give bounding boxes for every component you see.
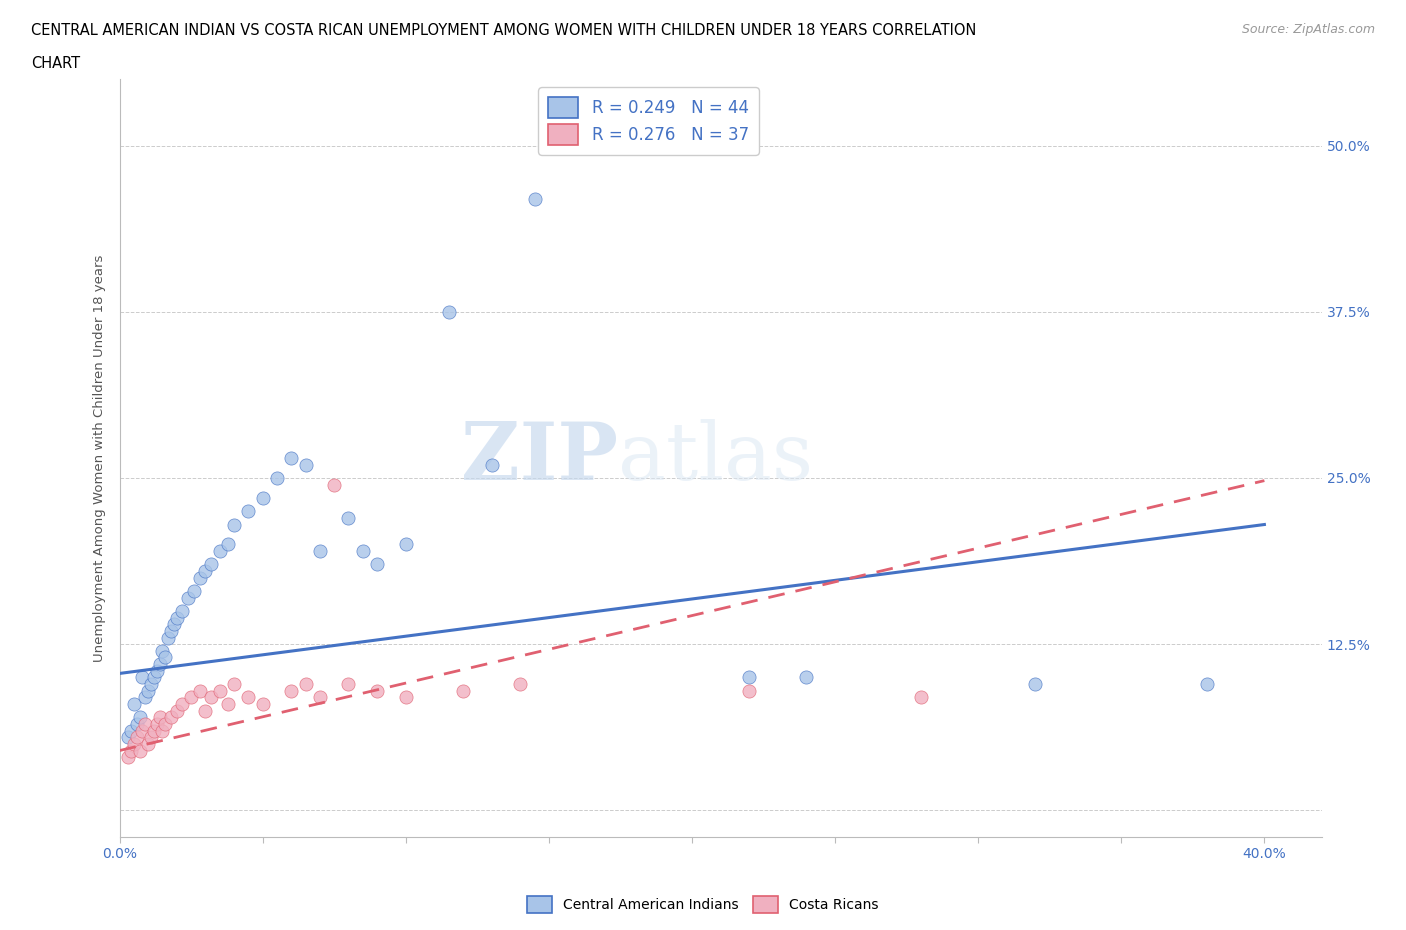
Point — [523, 192, 546, 206]
Point — [366, 684, 388, 698]
Point — [222, 677, 245, 692]
Point — [217, 537, 239, 551]
Point — [172, 604, 194, 618]
Point — [183, 583, 205, 598]
Point — [120, 724, 142, 738]
Point — [294, 677, 316, 692]
Point — [352, 544, 374, 559]
Point — [252, 697, 274, 711]
Point — [217, 697, 239, 711]
Point — [172, 697, 194, 711]
Point — [166, 703, 188, 718]
Point — [738, 684, 761, 698]
Point — [222, 517, 245, 532]
Point — [122, 737, 145, 751]
Point — [155, 716, 177, 731]
Point — [155, 650, 177, 665]
Point — [139, 677, 162, 692]
Point — [117, 750, 139, 764]
Point — [266, 471, 288, 485]
Point — [131, 670, 153, 684]
Point — [437, 304, 460, 319]
Point — [796, 670, 818, 684]
Point — [125, 716, 148, 731]
Point — [188, 684, 211, 698]
Text: atlas: atlas — [619, 419, 814, 497]
Point — [125, 730, 148, 745]
Point — [180, 690, 202, 705]
Point — [152, 644, 174, 658]
Point — [451, 684, 474, 698]
Point — [238, 504, 260, 519]
Point — [120, 743, 142, 758]
Point — [1197, 677, 1219, 692]
Point — [200, 690, 222, 705]
Point — [294, 458, 316, 472]
Legend: R = 0.249   N = 44, R = 0.276   N = 37: R = 0.249 N = 44, R = 0.276 N = 37 — [538, 87, 759, 154]
Point — [194, 703, 217, 718]
Text: CENTRAL AMERICAN INDIAN VS COSTA RICAN UNEMPLOYMENT AMONG WOMEN WITH CHILDREN UN: CENTRAL AMERICAN INDIAN VS COSTA RICAN U… — [31, 23, 976, 38]
Text: Source: ZipAtlas.com: Source: ZipAtlas.com — [1241, 23, 1375, 36]
Point — [188, 570, 211, 585]
Point — [280, 451, 302, 466]
Point — [208, 684, 231, 698]
Point — [910, 690, 932, 705]
Point — [337, 511, 360, 525]
Point — [238, 690, 260, 705]
Point — [136, 737, 159, 751]
Point — [160, 710, 183, 724]
Point — [177, 591, 200, 605]
Point — [309, 690, 332, 705]
Point — [309, 544, 332, 559]
Point — [128, 743, 150, 758]
Y-axis label: Unemployment Among Women with Children Under 18 years: Unemployment Among Women with Children U… — [93, 254, 107, 662]
Point — [481, 458, 503, 472]
Point — [252, 490, 274, 505]
Point — [134, 690, 156, 705]
Point — [145, 663, 167, 678]
Point — [1024, 677, 1046, 692]
Text: ZIP: ZIP — [461, 419, 619, 497]
Point — [163, 617, 186, 631]
Point — [208, 544, 231, 559]
Point — [200, 557, 222, 572]
Point — [134, 716, 156, 731]
Point — [142, 670, 165, 684]
Point — [366, 557, 388, 572]
Point — [323, 477, 346, 492]
Point — [157, 631, 180, 645]
Text: CHART: CHART — [31, 56, 80, 71]
Point — [117, 730, 139, 745]
Point — [160, 623, 183, 638]
Point — [738, 670, 761, 684]
Point — [122, 697, 145, 711]
Point — [194, 564, 217, 578]
Point — [166, 610, 188, 625]
Point — [152, 724, 174, 738]
Point — [337, 677, 360, 692]
Point — [139, 730, 162, 745]
Point — [395, 690, 418, 705]
Legend: Central American Indians, Costa Ricans: Central American Indians, Costa Ricans — [522, 890, 884, 919]
Point — [131, 724, 153, 738]
Point — [149, 710, 172, 724]
Point — [395, 537, 418, 551]
Point — [128, 710, 150, 724]
Point — [280, 684, 302, 698]
Point — [149, 657, 172, 671]
Point — [509, 677, 531, 692]
Point — [145, 716, 167, 731]
Point — [142, 724, 165, 738]
Point — [136, 684, 159, 698]
